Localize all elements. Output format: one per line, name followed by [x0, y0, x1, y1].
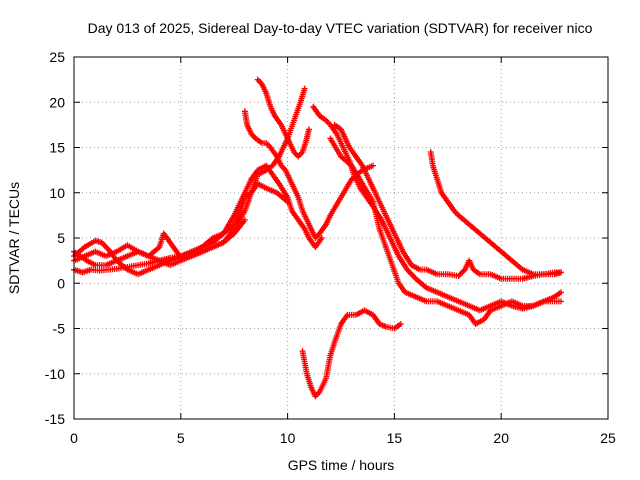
data-point	[305, 126, 312, 133]
x-tick-label: 0	[70, 430, 78, 446]
y-axis-label: SDTVAR / TECUs	[6, 182, 22, 294]
chart-title: Day 013 of 2025, Sidereal Day-to-day VTE…	[88, 20, 593, 36]
data-points	[71, 76, 565, 400]
y-tick-label: 25	[49, 49, 65, 65]
y-tick-label: 10	[49, 185, 65, 201]
x-tick-labels: 0 5 10 15 20 25	[70, 430, 616, 446]
data-point	[460, 267, 467, 274]
y-tick-label: 0	[57, 275, 65, 291]
data-point	[397, 320, 404, 327]
x-tick-label: 20	[493, 430, 509, 446]
data-point	[241, 216, 248, 223]
series-s2	[71, 162, 325, 276]
y-tick-label: -15	[45, 411, 65, 427]
x-axis-label: GPS time / hours	[288, 457, 395, 473]
series-s11	[71, 180, 291, 269]
gridlines	[74, 57, 608, 419]
y-tick-label: -5	[53, 321, 66, 337]
y-tick-label: 15	[49, 140, 65, 156]
y-tick-label: -10	[45, 366, 65, 382]
data-point	[301, 85, 308, 92]
series-s7	[327, 135, 565, 327]
series-s8	[427, 149, 565, 278]
series-s9	[299, 307, 404, 400]
y-tick-label: 20	[49, 94, 65, 110]
y-tick-label: 5	[57, 230, 65, 246]
data-point	[558, 269, 565, 276]
data-point	[318, 235, 325, 241]
x-tick-label: 10	[280, 430, 296, 446]
series-s5	[310, 103, 565, 314]
data-point	[558, 298, 565, 305]
axis-ticks	[73, 56, 609, 420]
x-tick-label: 15	[387, 430, 403, 446]
data-point	[370, 162, 377, 169]
y-tick-labels: -15 -10 -5 0 5 10 15 20 25	[45, 49, 65, 427]
series-s4	[254, 76, 312, 160]
data-point	[284, 198, 291, 205]
x-tick-label: 25	[600, 430, 616, 446]
data-point	[558, 289, 565, 296]
x-tick-label: 5	[177, 430, 185, 446]
